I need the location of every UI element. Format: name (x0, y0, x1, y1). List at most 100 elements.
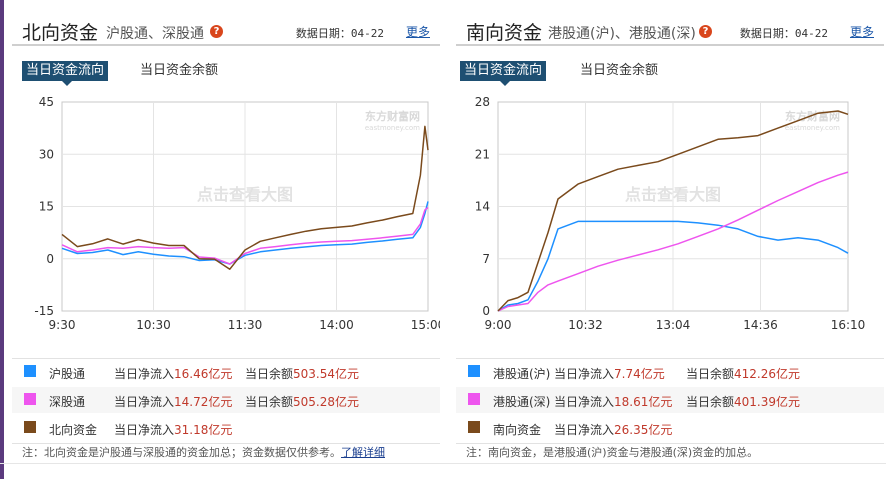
legend-name: 北向资金 (49, 423, 98, 437)
northbound-panel: 北向资金 沪股通、深股通 ? 数据日期：04-22 更多 当日资金流向 当日资金… (12, 0, 445, 479)
x-tick-label: 10:32 (568, 318, 603, 332)
legend-swatch (468, 393, 480, 405)
legend-flow: 当日净流入26.35亿元 (554, 423, 673, 437)
y-tick-label: 15 (39, 200, 54, 214)
y-tick-label: 0 (482, 304, 490, 318)
legend-row: 港股通(沪) 当日净流入7.74亿元 当日余额412.26亿元 (456, 359, 884, 385)
footnote: 注：南向资金，是港股通(沪)资金与港股通(深)资金的加总。 (466, 446, 759, 459)
legend-flow-value: 16.46亿元 (174, 367, 233, 381)
series-line (497, 171, 849, 312)
panel-title: 南向资金 (466, 22, 543, 44)
chart-legend: 沪股通 当日净流入16.46亿元 当日余额503.54亿元 深股通 当日净流入1… (12, 358, 440, 444)
legend-balance: 当日余额401.39亿元 (686, 395, 801, 409)
legend-flow: 当日净流入31.18亿元 (114, 423, 233, 437)
panel-header: 南向资金 港股通(沪)、港股通(深) ? 数据日期：04-22 更多 (456, 14, 884, 46)
legend-row: 南向资金 当日净流入26.35亿元 (456, 415, 884, 441)
legend-flow-value: 7.74亿元 (614, 367, 665, 381)
watermark-brand: 东方财富网 (365, 109, 420, 123)
left-accent-bar (0, 0, 4, 479)
y-tick-label: -15 (34, 304, 54, 318)
tab-daily-balance[interactable]: 当日资金余额 (140, 63, 219, 78)
legend-row: 沪股通 当日净流入16.46亿元 当日余额503.54亿元 (12, 359, 440, 385)
tab-daily-flow[interactable]: 当日资金流向 (22, 61, 109, 81)
legend-flow-value: 18.61亿元 (614, 395, 673, 409)
legend-swatch (24, 421, 36, 433)
x-tick-label: 16:10 (831, 318, 866, 332)
active-tab-pointer (500, 81, 510, 86)
watermark-text: 点击查看大图 (625, 185, 721, 204)
panel-header: 北向资金 沪股通、深股通 ? 数据日期：04-22 更多 (12, 14, 440, 46)
legend-balance-value: 412.26亿元 (734, 367, 801, 381)
legend-balance-value: 503.54亿元 (293, 367, 360, 381)
legend-name: 深股通 (49, 395, 86, 409)
x-tick-label: 11:30 (228, 318, 263, 332)
legend-flow-value: 31.18亿元 (174, 423, 233, 437)
legend-row: 港股通(深) 当日净流入18.61亿元 当日余额401.39亿元 (456, 387, 884, 413)
x-tick-label: 10:30 (136, 318, 171, 332)
bottom-divider (0, 463, 886, 464)
panel-subtitle-link[interactable]: 港股通(沪)、港股通(深) (548, 26, 696, 42)
x-tick-label: 13:04 (656, 318, 691, 332)
y-tick-label: 45 (39, 95, 54, 109)
watermark-url: eastmoney.com (365, 124, 420, 132)
northbound-line-chart[interactable]: 45 30 15 0 -159:30 10:30 11:30 14:00 15:00 点击查看大图… (12, 88, 445, 340)
footnote: 注：北向资金是沪股通与深股通的资金加总；资金数据仅供参考。了解详细 (22, 446, 385, 459)
y-tick-label: 0 (46, 252, 54, 266)
legend-flow: 当日净流入7.74亿元 (554, 367, 665, 381)
legend-swatch (24, 365, 36, 377)
legend-balance: 当日余额505.28亿元 (245, 395, 360, 409)
legend-row: 北向资金 当日净流入31.18亿元 (12, 415, 440, 441)
series-line (61, 206, 429, 265)
series-line (61, 201, 429, 265)
y-tick-label: 30 (39, 147, 54, 161)
learn-more-link[interactable]: 了解详细 (341, 446, 385, 459)
x-tick-label: 9:00 (485, 318, 512, 332)
legend-swatch (468, 365, 480, 377)
legend-balance-value: 505.28亿元 (293, 395, 360, 409)
series-line (497, 110, 849, 312)
legend-flow: 当日净流入14.72亿元 (114, 395, 233, 409)
tab-daily-balance[interactable]: 当日资金余额 (580, 63, 659, 78)
legend-row: 深股通 当日净流入14.72亿元 当日余额505.28亿元 (12, 387, 440, 413)
legend-balance: 当日余额503.54亿元 (245, 367, 360, 381)
southbound-panel: 南向资金 港股通(沪)、港股通(深) ? 数据日期：04-22 更多 当日资金流… (456, 0, 884, 479)
tab-daily-flow[interactable]: 当日资金流向 (460, 61, 547, 81)
y-tick-label: 21 (475, 147, 490, 161)
legend-name: 港股通(深) (493, 395, 551, 409)
panel-title: 北向资金 (22, 22, 99, 44)
y-tick-label: 7 (482, 252, 490, 266)
legend-flow: 当日净流入18.61亿元 (554, 395, 673, 409)
watermark-text: 点击查看大图 (197, 185, 293, 204)
legend-balance: 当日余额412.26亿元 (686, 367, 801, 381)
x-tick-label: 15:00 (411, 318, 440, 332)
help-icon[interactable]: ? (210, 25, 223, 38)
chart-area[interactable]: 45 30 15 0 -159:30 10:30 11:30 14:00 15:00 点击查看大图… (12, 88, 445, 340)
more-link[interactable]: 更多 (849, 25, 874, 39)
x-tick-label: 14:00 (319, 318, 354, 332)
legend-name: 港股通(沪) (493, 367, 551, 381)
x-tick-label: 14:36 (743, 318, 778, 332)
more-link[interactable]: 更多 (405, 25, 430, 39)
legend-flow: 当日净流入16.46亿元 (114, 367, 233, 381)
legend-swatch (24, 393, 36, 405)
series-line (497, 220, 849, 312)
legend-balance-value: 401.39亿元 (734, 395, 801, 409)
data-date: 数据日期：04-22 (739, 27, 828, 40)
data-date: 数据日期：04-22 (295, 27, 384, 40)
legend-swatch (468, 421, 480, 433)
legend-name: 沪股通 (49, 367, 86, 381)
chart-legend: 港股通(沪) 当日净流入7.74亿元 当日余额412.26亿元 港股通(深) 当… (456, 358, 884, 444)
legend-name: 南向资金 (493, 423, 542, 437)
legend-flow-value: 26.35亿元 (614, 423, 673, 437)
panel-subtitle-link[interactable]: 沪股通、深股通 (106, 26, 204, 42)
help-icon[interactable]: ? (699, 25, 712, 38)
chart-area[interactable]: 28 21 14 7 0 9:00 10:32 13:04 14:36 16:10 点击查看大图 东方… (456, 88, 884, 340)
active-tab-pointer (62, 81, 72, 86)
series-line (61, 125, 429, 270)
legend-flow-value: 14.72亿元 (174, 395, 233, 409)
y-tick-label: 14 (475, 200, 490, 214)
x-tick-label: 9:30 (49, 318, 76, 332)
y-tick-label: 28 (475, 95, 490, 109)
watermark-url: eastmoney.com (785, 124, 840, 132)
